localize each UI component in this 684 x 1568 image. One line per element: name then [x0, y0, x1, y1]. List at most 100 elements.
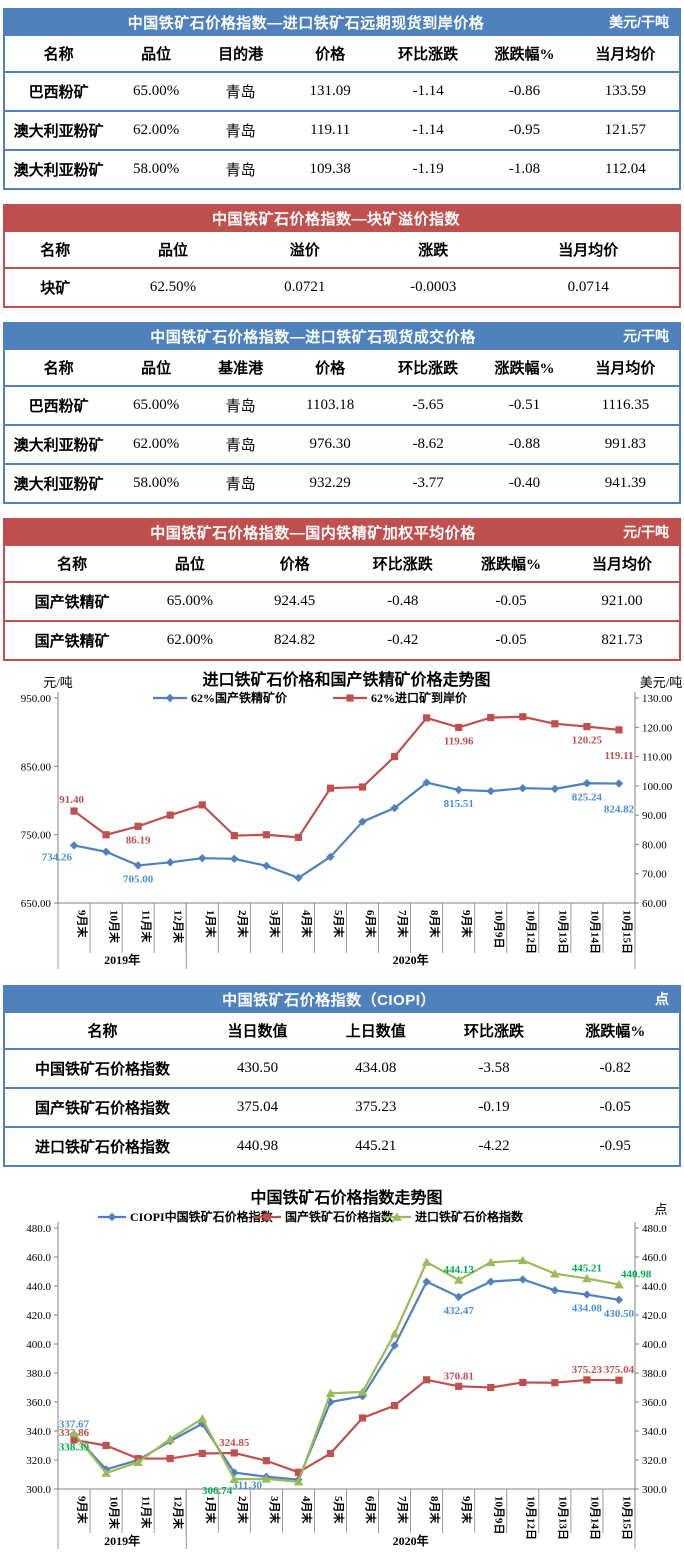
cell: -0.05 [456, 582, 566, 622]
chart-title: 中国铁矿石价格指数走势图 [250, 1188, 442, 1207]
column-header: 涨跌幅% [551, 1013, 680, 1050]
cell: 65.00% [112, 386, 201, 426]
column-header-row: 名称 品位 价格 环比涨跌 涨跌幅% 当月均价 [4, 546, 680, 583]
table-row: 澳大利亚粉矿 62.00% 青岛 976.30 -8.62 -0.88 991.83 [4, 425, 680, 465]
data-label: 824.82 [604, 804, 635, 816]
cell: -3.77 [379, 464, 478, 504]
cell: -0.40 [477, 464, 572, 504]
right-axis-tick-label: 300.0 [642, 1484, 667, 1496]
data-label: 120.25 [572, 735, 603, 747]
left-axis-tick-label: 850.00 [21, 761, 52, 773]
right-axis-tick-label: 70.00 [642, 869, 667, 881]
column-header: 当月均价 [497, 232, 680, 269]
row-name: 国产铁精矿 [4, 582, 140, 622]
diamond-marker [422, 778, 431, 787]
cell: -8.62 [379, 425, 478, 465]
year-group-label: 2020年 [393, 952, 429, 967]
table-title: 中国铁矿石价格指数—国内铁精矿加权平均价格 [150, 524, 476, 542]
legend-label: 62%进口矿到岸价 [371, 690, 468, 705]
square-marker [326, 1449, 335, 1458]
cell: 62.00% [112, 425, 201, 465]
column-header: 环比涨跌 [379, 350, 478, 387]
x-axis-label: 10月15日 [620, 1496, 633, 1540]
cell: 62.00% [139, 621, 241, 661]
row-name: 块矿 [4, 268, 106, 308]
square-marker [455, 1382, 463, 1390]
import-vs-domestic-price-trend-chart: 进口铁矿石价格和国产铁精矿价格走势图 元/吨 美元/吨 62%国产铁精矿价 62%进口矿… [21, 670, 682, 969]
x-axis-label: 1月末 [204, 910, 218, 938]
square-marker [166, 1454, 174, 1463]
square-marker [615, 726, 623, 734]
row-name: 澳大利亚粉矿 [4, 425, 113, 465]
left-axis-tick-label: 320.0 [26, 1455, 51, 1467]
cell: 青岛 [200, 72, 282, 112]
square-marker [583, 722, 591, 731]
x-axis-label: 12月末 [172, 1496, 186, 1530]
column-header: 环比涨跌 [379, 36, 478, 73]
cell: 430.50 [200, 1049, 315, 1089]
square-marker [358, 783, 367, 791]
cell: 133.59 [571, 72, 680, 112]
cell: 62.00% [112, 111, 201, 151]
cell: -0.86 [477, 72, 572, 112]
column-header: 品位 [112, 36, 201, 73]
cell: 青岛 [200, 150, 282, 190]
diamond-marker [101, 847, 111, 856]
cell: -0.82 [551, 1049, 680, 1089]
column-header: 环比涨跌 [436, 1013, 552, 1050]
cell: -0.05 [551, 1088, 680, 1128]
cell: 青岛 [200, 464, 282, 504]
triangle-marker [325, 1388, 336, 1398]
square-marker [583, 1376, 591, 1384]
data-label: 86.19 [126, 834, 151, 846]
x-axis-label: 10月13日 [556, 910, 569, 954]
table-title: 中国铁矿石价格指数—块矿溢价指数 [211, 210, 460, 228]
square-marker [615, 1376, 623, 1384]
triangle-marker [69, 1428, 79, 1438]
cell: -0.0003 [369, 268, 498, 308]
series-line [73, 781, 619, 880]
square-marker [455, 723, 463, 732]
data-label: 734.26 [42, 851, 73, 863]
square-marker [102, 831, 110, 839]
x-axis-label: 3月末 [268, 910, 282, 938]
table-title-band: 中国铁矿石价格指数—进口铁矿石远期现货到岸价格 美元/干吨 [3, 8, 681, 36]
table-row: 进口铁矿石价格指数 440.98 445.21 -4.22 -0.95 [4, 1127, 680, 1167]
left-axis-tick-label: 340.0 [26, 1426, 51, 1438]
cell: -4.22 [436, 1127, 552, 1167]
table-title: 中国铁矿石价格指数—进口铁矿石现货成交价格 [150, 328, 476, 346]
data-table: 名称 品位 溢价 涨跌 当月均价 块矿 62.50% 0.0721 -0.0003 0.0714 [3, 232, 681, 308]
cell: 65.00% [139, 582, 241, 622]
cell: 440.98 [200, 1127, 315, 1167]
column-header-row: 名称 品位 溢价 涨跌 当月均价 [4, 232, 680, 269]
column-header: 环比涨跌 [348, 546, 457, 583]
x-axis-label: 9月末 [76, 910, 90, 938]
cell: 58.00% [112, 150, 201, 190]
cell: -1.08 [477, 150, 572, 190]
cell: 青岛 [200, 386, 282, 426]
cell: 0.0714 [497, 268, 680, 308]
right-axis-tick-label: 120.00 [642, 722, 673, 734]
table-title-band: 中国铁矿石价格指数—块矿溢价指数 [3, 204, 681, 232]
triangle-marker [389, 1329, 400, 1338]
x-axis-label: 10月14日 [588, 910, 601, 954]
series-line [73, 1278, 620, 1481]
right-axis-unit: 点 [654, 1202, 667, 1217]
cell: 821.73 [565, 621, 680, 661]
column-header-row: 名称 品位 目的港 价格 环比涨跌 涨跌幅% 当月均价 [4, 36, 680, 73]
data-label: 815.51 [444, 798, 474, 810]
square-marker [326, 784, 335, 792]
column-header: 品位 [105, 232, 241, 269]
triangle-marker [165, 1434, 175, 1443]
table-lump-premium-index: 中国铁矿石价格指数—块矿溢价指数 名称 品位 溢价 涨跌 当月均价 块矿 62.50% 0.0… [3, 204, 681, 308]
table-unit: 美元/干吨 [609, 14, 669, 30]
cell: -1.19 [379, 150, 478, 190]
square-marker [390, 752, 399, 761]
table-row: 块矿 62.50% 0.0721 -0.0003 0.0714 [4, 268, 680, 308]
x-axis-label: 11月末 [140, 910, 154, 943]
column-header: 当日数值 [200, 1013, 315, 1050]
left-axis-tick-label: 360.0 [26, 1397, 51, 1409]
